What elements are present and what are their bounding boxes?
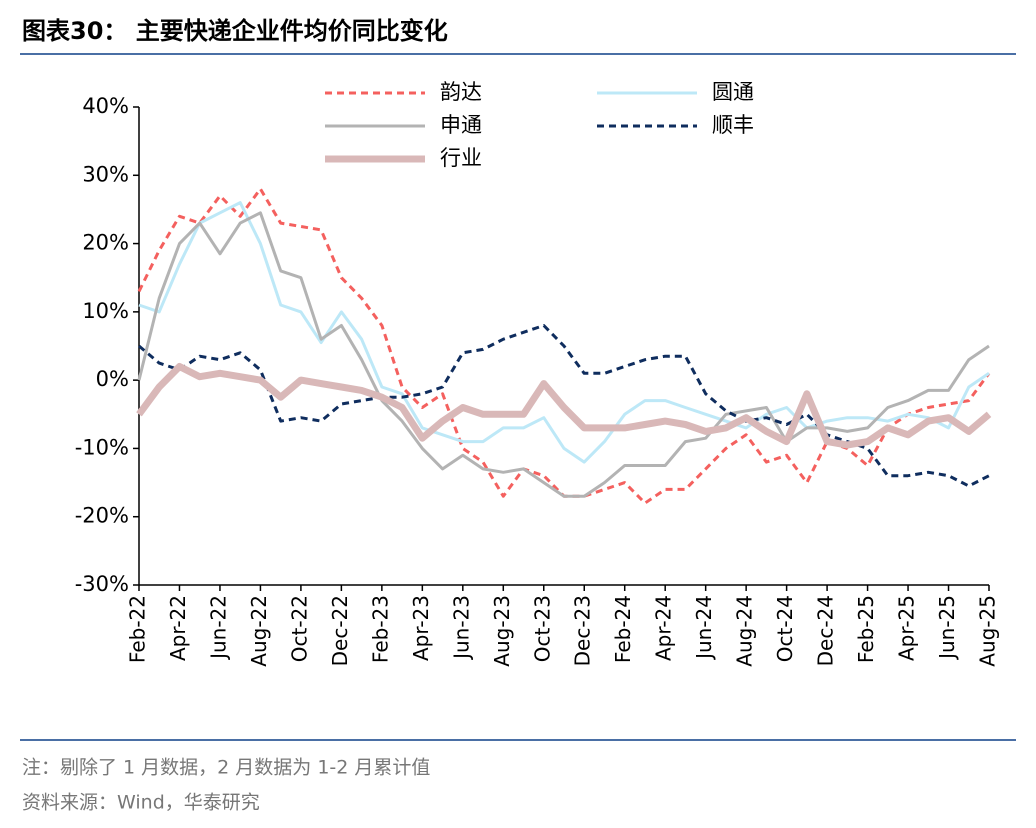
x-tick-label: Feb-22 [126, 595, 150, 663]
legend-label: 行业 [440, 146, 482, 170]
x-tick-label: Aug-24 [733, 595, 757, 667]
x-tick-label: Jun-22 [206, 595, 230, 661]
legend-label: 申通 [440, 113, 482, 137]
series-line [136, 363, 992, 449]
x-tick-label: Jun-25 [935, 595, 959, 661]
y-tick-label: -10% [75, 435, 129, 459]
series-line [138, 201, 990, 464]
x-tick-label: Dec-22 [328, 595, 352, 666]
x-tick-label: Oct-24 [773, 595, 797, 662]
x-tick-label: Apr-23 [409, 595, 433, 661]
x-tick-label: Aug-22 [247, 595, 271, 667]
x-tick-label: Dec-23 [571, 595, 595, 666]
x-tick-label: Aug-25 [976, 595, 1000, 667]
x-tick-label: Oct-22 [287, 595, 311, 662]
y-tick-label: 20% [82, 231, 129, 255]
x-tick-label: Apr-24 [652, 595, 676, 661]
x-tick-label: Oct-23 [530, 595, 554, 662]
legend-label: 韵达 [440, 80, 482, 104]
x-tick-label: Feb-23 [368, 595, 392, 663]
legend-label: 顺丰 [712, 113, 754, 137]
y-tick-label: 40% [82, 94, 129, 118]
source: 资料来源：Wind，华泰研究 [22, 792, 260, 814]
x-tick-label: Feb-24 [611, 595, 635, 663]
y-tick-label: -20% [75, 504, 129, 528]
x-tick-label: Feb-25 [854, 595, 878, 663]
chart-title: 图表30： 主要快递企业件均价同比变化 [22, 17, 448, 45]
x-tick-label: Jun-24 [692, 595, 716, 661]
series-line [137, 211, 990, 498]
y-tick-label: -30% [75, 572, 129, 596]
x-tick-label: Apr-22 [166, 595, 190, 661]
x-tick-label: Apr-25 [895, 595, 919, 661]
legend-label: 圆通 [712, 80, 754, 104]
y-tick-label: 30% [82, 162, 129, 186]
y-tick-label: 0% [96, 367, 129, 391]
x-tick-label: Jun-23 [449, 595, 473, 661]
note: 注：剔除了 1 月数据，2 月数据为 1-2 月累计值 [22, 757, 430, 779]
x-tick-label: Dec-24 [814, 595, 838, 666]
y-tick-label: 10% [82, 299, 129, 323]
x-tick-label: Aug-23 [490, 595, 514, 667]
